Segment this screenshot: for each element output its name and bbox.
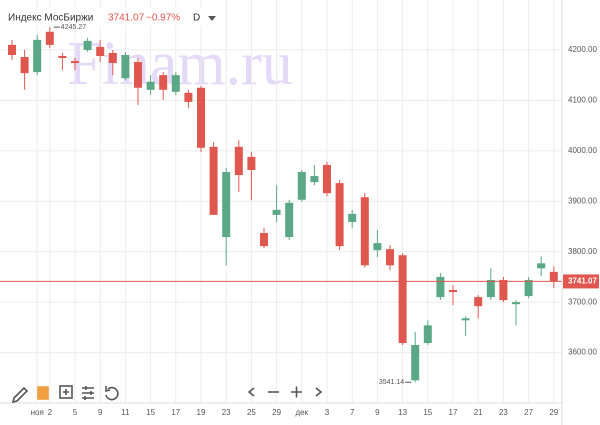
candle-body bbox=[108, 52, 117, 64]
draw-tool[interactable] bbox=[11, 386, 29, 404]
x-tick-label: 19 bbox=[197, 408, 206, 417]
candle-body bbox=[285, 202, 294, 238]
candle-body bbox=[247, 156, 256, 170]
candle-body bbox=[171, 75, 180, 92]
x-tick-label: 7 bbox=[350, 408, 355, 417]
min-label: 3541.14 bbox=[379, 379, 404, 386]
nav-left[interactable] bbox=[247, 387, 255, 397]
x-tick-label: 9 bbox=[375, 408, 380, 417]
candle-body bbox=[411, 345, 420, 381]
x-tick-label: 17 bbox=[171, 408, 180, 417]
candle-body bbox=[96, 46, 105, 56]
y-tick-label: 3600.00 bbox=[568, 348, 597, 357]
candle-body bbox=[348, 213, 357, 222]
x-tick-label: 29 bbox=[549, 408, 558, 417]
notes-tool[interactable] bbox=[37, 386, 49, 400]
x-tick-label: 5 bbox=[73, 408, 78, 417]
candle-body bbox=[33, 39, 42, 73]
candle-body bbox=[272, 209, 281, 215]
toolbar bbox=[11, 385, 323, 404]
zoom-in[interactable] bbox=[291, 386, 302, 398]
watermark: Finam.ru bbox=[67, 30, 293, 98]
x-tick-label: 25 bbox=[247, 408, 256, 417]
candle-body bbox=[449, 290, 457, 293]
candle-body bbox=[398, 255, 407, 344]
candle-body bbox=[260, 233, 268, 247]
x-tick-label: 2 bbox=[48, 408, 53, 417]
candle-body bbox=[297, 172, 306, 200]
candle-body bbox=[58, 55, 67, 59]
candle-body bbox=[71, 61, 79, 64]
y-tick-label: 3800.00 bbox=[568, 247, 597, 256]
candle-body bbox=[146, 81, 155, 90]
x-tick-label: 13 bbox=[398, 408, 407, 417]
candle-body bbox=[524, 279, 533, 297]
candle-body bbox=[461, 318, 470, 321]
candle-body bbox=[386, 249, 394, 266]
x-tick-label: 21 bbox=[474, 408, 483, 417]
y-tick-label: 4200.00 bbox=[568, 45, 597, 54]
x-tick-label: 15 bbox=[423, 408, 432, 417]
x-tick-label: 17 bbox=[449, 408, 458, 417]
max-label: 4245.27 bbox=[61, 24, 86, 31]
change: −0.97% bbox=[146, 13, 180, 24]
x-tick-label: 9 bbox=[98, 408, 103, 417]
candle-body bbox=[184, 92, 193, 102]
x-tick-label: 29 bbox=[272, 408, 281, 417]
candle-body bbox=[423, 325, 432, 344]
candle-body bbox=[45, 31, 54, 45]
candle-body bbox=[549, 271, 558, 282]
reset-tool[interactable] bbox=[105, 386, 119, 401]
plot bbox=[0, 26, 562, 383]
candle-body bbox=[323, 164, 331, 194]
candle-body bbox=[20, 56, 29, 74]
candle-body bbox=[234, 146, 243, 176]
candle-body bbox=[83, 40, 92, 50]
x-tick-label: 11 bbox=[121, 408, 130, 417]
x-tick-label: 3 bbox=[325, 408, 330, 417]
x-tick-label: ноя bbox=[31, 408, 44, 417]
candle-body bbox=[222, 172, 231, 238]
interval-dropdown[interactable] bbox=[208, 16, 216, 21]
x-tick-label: 23 bbox=[499, 408, 508, 417]
interval[interactable]: D bbox=[193, 13, 200, 24]
candle-body bbox=[360, 197, 369, 266]
y-tick-label: 3900.00 bbox=[568, 196, 597, 205]
nav-right[interactable] bbox=[315, 387, 323, 397]
last-price: 3741.07 bbox=[108, 13, 145, 24]
add-tool[interactable] bbox=[59, 385, 73, 399]
candle-body bbox=[537, 263, 546, 269]
candle-body bbox=[499, 279, 508, 301]
x-tick-label: 27 bbox=[524, 408, 533, 417]
x-tick-label: 23 bbox=[222, 408, 231, 417]
candle-body bbox=[512, 302, 520, 305]
x-tick-label: дек bbox=[295, 408, 308, 417]
candle-body bbox=[486, 279, 495, 298]
header-box bbox=[3, 8, 221, 26]
candle-body bbox=[310, 176, 319, 183]
settings-tool[interactable] bbox=[82, 386, 94, 400]
y-tick-label: 4000.00 bbox=[568, 146, 597, 155]
candle-body bbox=[474, 297, 483, 307]
candle-body bbox=[8, 44, 16, 55]
y-tick-label: 3700.00 bbox=[568, 297, 597, 306]
y-tick-label: 4100.00 bbox=[568, 95, 597, 104]
candle-body bbox=[121, 54, 130, 79]
candle-body bbox=[436, 276, 445, 298]
add-tool-plus bbox=[63, 389, 69, 395]
candle-body bbox=[134, 62, 142, 88]
candle-body bbox=[335, 183, 344, 247]
last-price-box bbox=[563, 274, 599, 289]
instrument-name: Индекс МосБиржи bbox=[8, 13, 93, 24]
candle-body bbox=[159, 75, 168, 90]
x-tick-label: 15 bbox=[146, 408, 155, 417]
last-price-label: 3741.07 bbox=[568, 277, 597, 286]
candle-body bbox=[373, 243, 382, 251]
candle-body bbox=[209, 146, 218, 215]
candle-body bbox=[197, 87, 205, 148]
